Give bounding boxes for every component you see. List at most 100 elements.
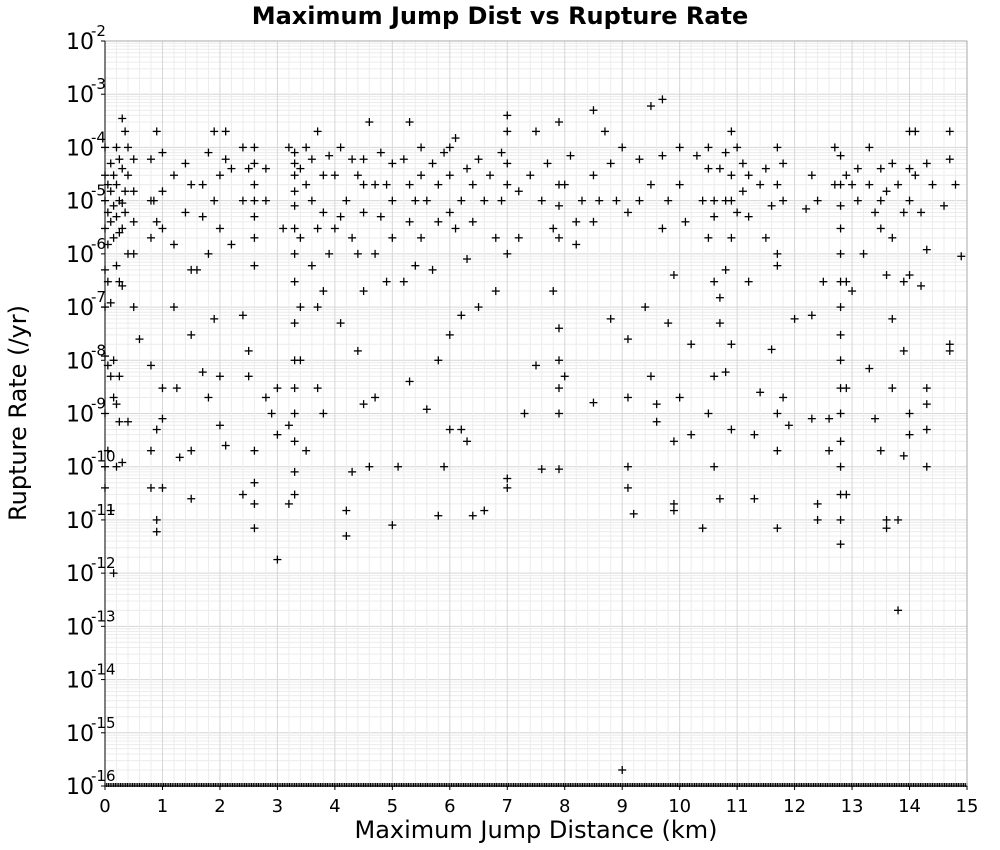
scatter-point bbox=[474, 303, 483, 312]
scatter-point bbox=[118, 199, 127, 208]
scatter-point bbox=[756, 388, 765, 397]
scatter-point bbox=[244, 346, 253, 355]
y-tick-exponent: -2 bbox=[91, 22, 106, 40]
scatter-point bbox=[290, 319, 299, 328]
scatter-point bbox=[871, 208, 880, 217]
scatter-point bbox=[876, 224, 885, 233]
scatter-point bbox=[710, 372, 719, 381]
scatter-point bbox=[888, 159, 897, 168]
scatter-point bbox=[773, 143, 782, 152]
scatter-point bbox=[284, 499, 293, 508]
scatter-point bbox=[118, 224, 127, 233]
scatter-point bbox=[669, 437, 678, 446]
scatter-point bbox=[514, 187, 523, 196]
scatter-point bbox=[175, 453, 184, 462]
scatter-point bbox=[152, 127, 161, 136]
y-tick-label: 10 bbox=[66, 615, 94, 640]
scatter-point bbox=[250, 180, 259, 189]
scatter-point bbox=[836, 330, 845, 339]
scatter-point bbox=[899, 277, 908, 286]
scatter-point bbox=[537, 465, 546, 474]
scatter-point bbox=[652, 417, 661, 426]
scatter-point bbox=[646, 102, 655, 111]
scatter-point bbox=[503, 159, 512, 168]
scatter-point bbox=[158, 224, 167, 233]
scatter-point bbox=[187, 330, 196, 339]
scatter-point bbox=[290, 224, 299, 233]
scatter-point bbox=[503, 180, 512, 189]
scatter-point bbox=[106, 187, 115, 196]
scatter-point bbox=[192, 265, 201, 274]
scatter-point bbox=[221, 441, 230, 450]
scatter-point bbox=[572, 240, 581, 249]
scatter-point bbox=[109, 356, 118, 365]
scatter-point bbox=[491, 287, 500, 296]
scatter-point bbox=[146, 155, 155, 164]
scatter-point bbox=[221, 155, 230, 164]
scatter-point bbox=[250, 196, 259, 205]
scatter-point bbox=[158, 414, 167, 423]
scatter-point bbox=[825, 414, 834, 423]
scatter-point bbox=[399, 155, 408, 164]
scatter-point bbox=[198, 212, 207, 221]
scatter-point bbox=[710, 462, 719, 471]
scatter-point bbox=[129, 155, 138, 164]
scatter-point bbox=[721, 148, 730, 157]
scatter-point bbox=[738, 159, 747, 168]
scatter-point bbox=[554, 118, 563, 127]
scatter-point bbox=[710, 196, 719, 205]
scatter-point bbox=[566, 151, 575, 160]
scatter-point bbox=[727, 196, 736, 205]
scatter-point bbox=[882, 271, 891, 280]
scatter-point bbox=[474, 155, 483, 164]
scatter-point bbox=[244, 164, 253, 173]
grid-lines bbox=[104, 41, 968, 787]
scatter-point bbox=[359, 400, 368, 409]
scatter-point bbox=[635, 196, 644, 205]
scatter-point bbox=[658, 95, 667, 104]
scatter-point bbox=[704, 164, 713, 173]
scatter-point bbox=[445, 171, 454, 180]
scatter-point bbox=[882, 524, 891, 533]
scatter-point bbox=[807, 171, 816, 180]
scatter-point bbox=[146, 446, 155, 455]
scatter-point bbox=[911, 127, 920, 136]
y-tick-label: 10 bbox=[66, 190, 94, 215]
scatter-point bbox=[118, 458, 127, 467]
y-tick-label: 10 bbox=[66, 349, 94, 374]
scatter-point bbox=[744, 212, 753, 221]
scatter-point bbox=[290, 148, 299, 157]
scatter-point bbox=[330, 171, 339, 180]
scatter-point bbox=[532, 361, 540, 370]
scatter-point bbox=[250, 212, 259, 221]
scatter-point bbox=[115, 155, 124, 164]
scatter-point bbox=[606, 314, 615, 323]
scatter-point bbox=[704, 233, 713, 242]
x-tick-labels: 0 1 2 3 4 5 6 7 8 9 10 11 12 13 14 15 bbox=[99, 786, 978, 817]
scatter-point bbox=[417, 171, 426, 180]
x-tick-label: 9 bbox=[616, 796, 627, 817]
scatter-point bbox=[382, 277, 391, 286]
scatter-point bbox=[807, 414, 816, 423]
scatter-point bbox=[463, 164, 472, 173]
scatter-point bbox=[905, 196, 914, 205]
scatter-point bbox=[112, 143, 121, 152]
scatter-point bbox=[250, 499, 259, 508]
scatter-point bbox=[738, 187, 747, 196]
scatter-point bbox=[290, 171, 299, 180]
scatter-point bbox=[307, 155, 316, 164]
scatter-point bbox=[417, 143, 426, 152]
scatter-point bbox=[853, 196, 862, 205]
scatter-point bbox=[658, 224, 667, 233]
scatter-point bbox=[428, 159, 437, 168]
scatter-point bbox=[623, 393, 632, 402]
scatter-point bbox=[118, 281, 127, 290]
scatter-point bbox=[451, 134, 460, 143]
scatter-point bbox=[440, 462, 449, 471]
scatter-point bbox=[261, 196, 270, 205]
scatter-point bbox=[859, 249, 868, 258]
scatter-point bbox=[865, 364, 874, 373]
scatter-point bbox=[503, 127, 512, 136]
y-tick-label: 10 bbox=[66, 456, 94, 481]
scatter-point bbox=[244, 372, 253, 381]
